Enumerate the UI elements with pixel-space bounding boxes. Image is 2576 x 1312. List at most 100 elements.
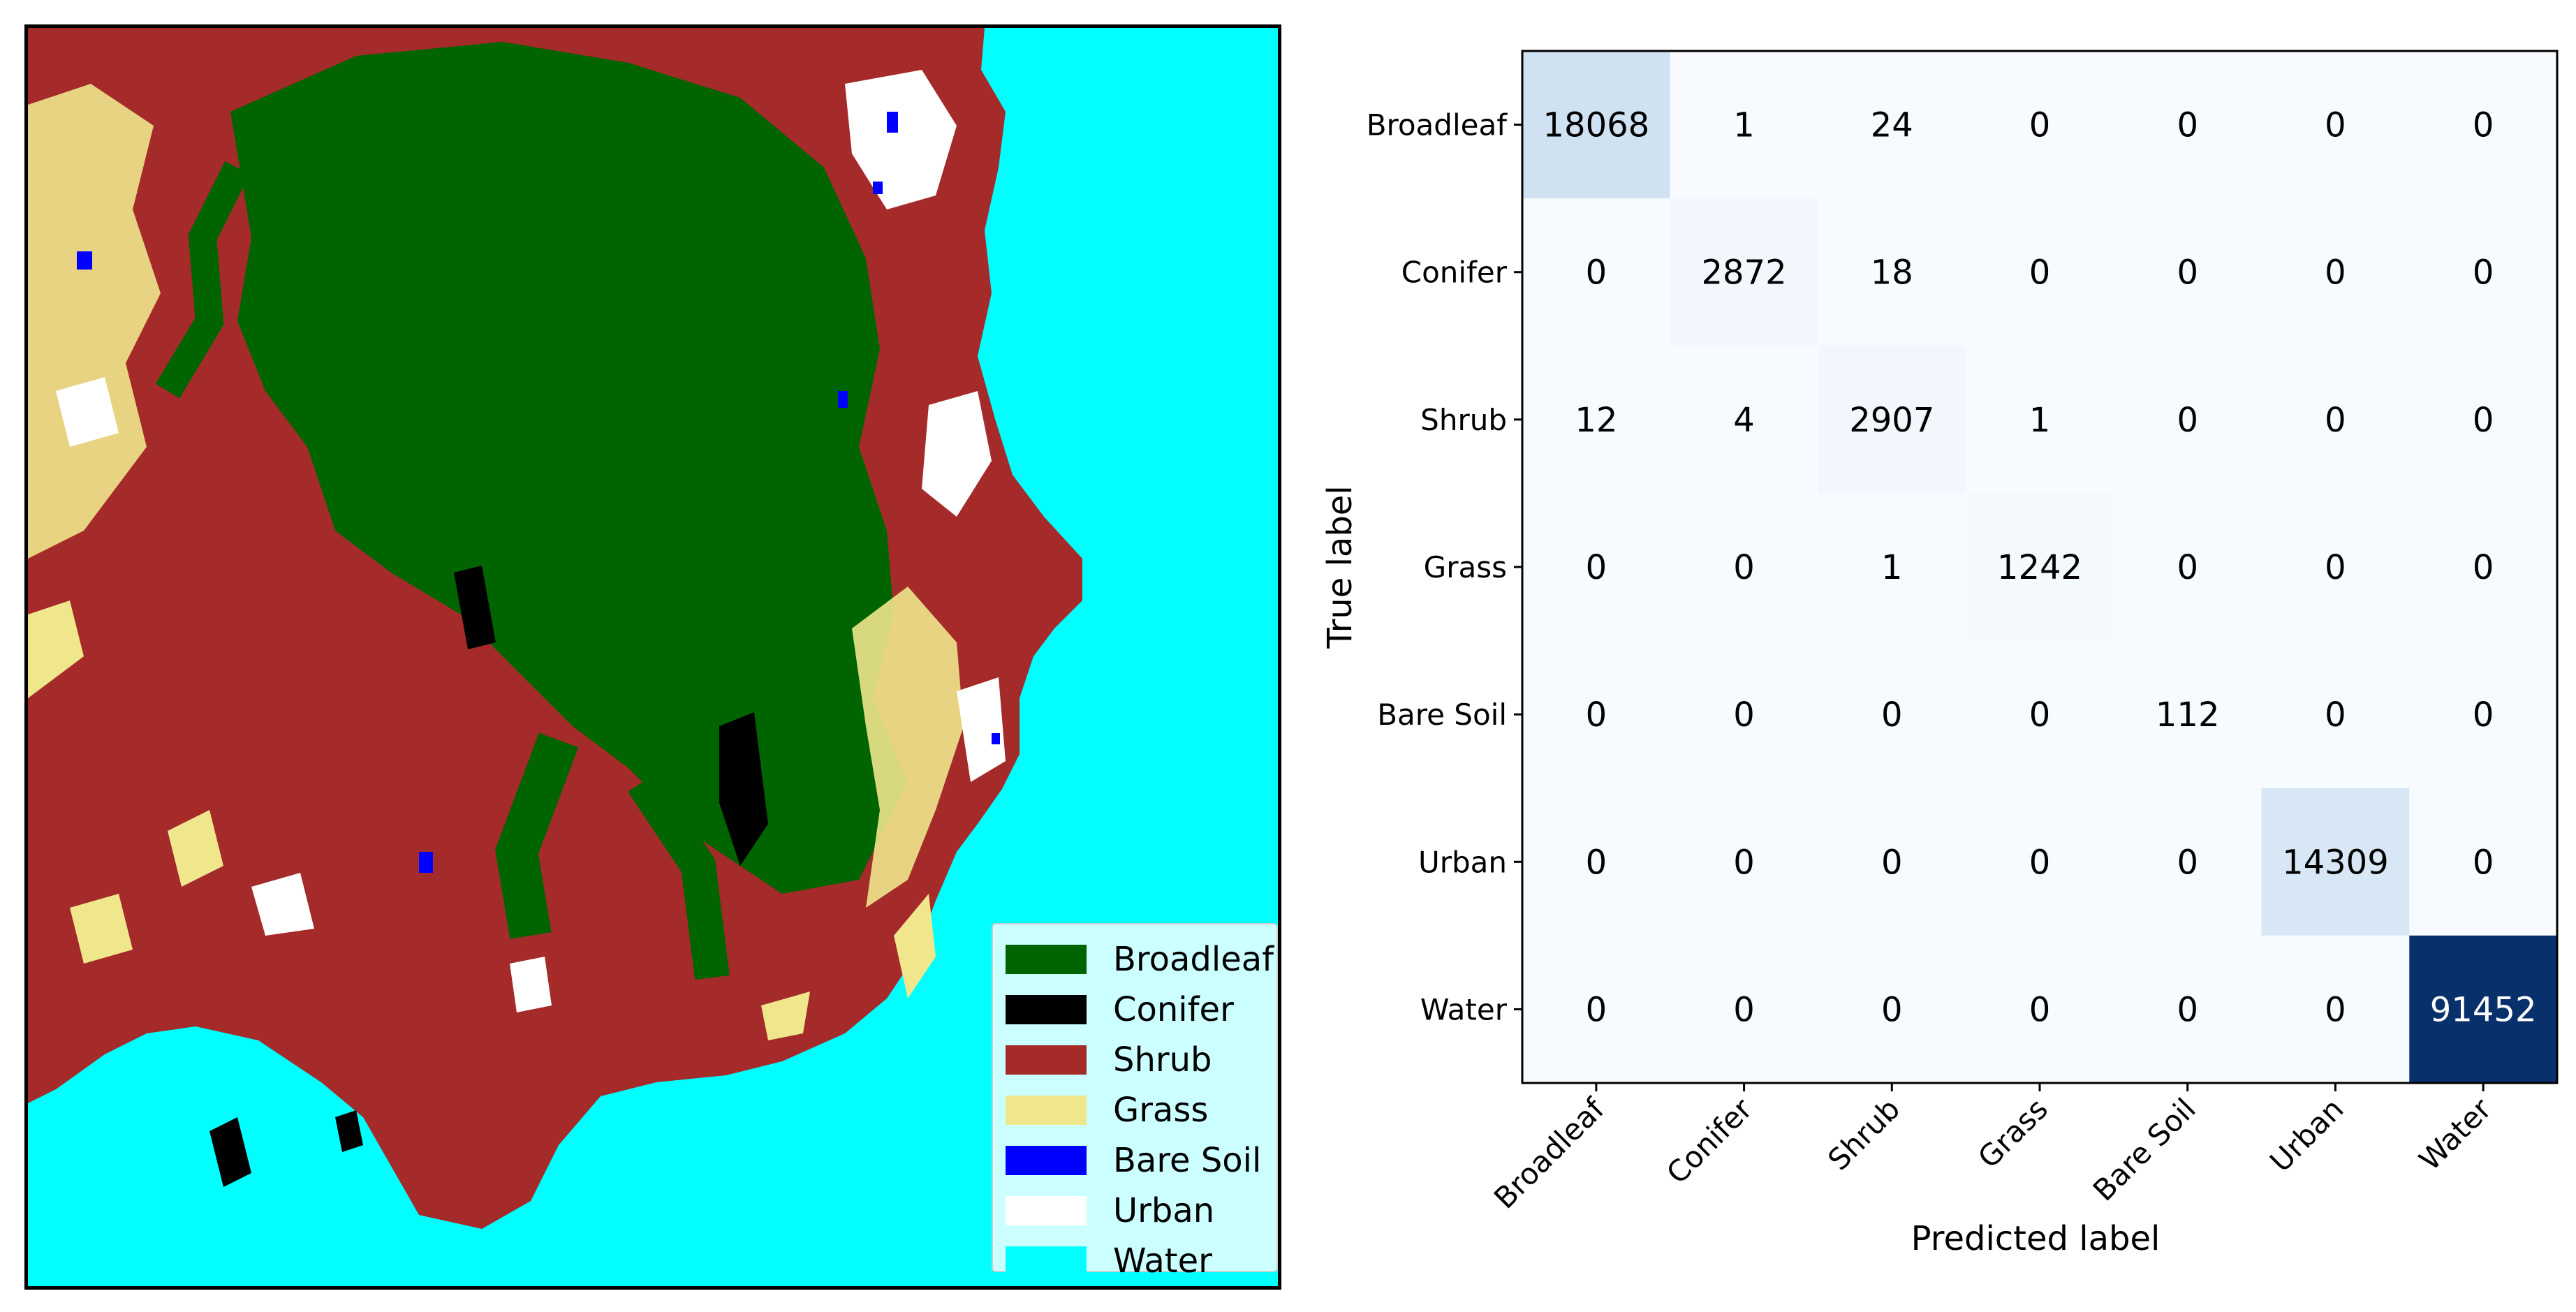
y-tick-label: Grass: [1424, 550, 1507, 584]
matrix-cell: [1522, 788, 1671, 936]
matrix-cell-value: 18068: [1543, 106, 1650, 145]
matrix-cell-value: 12: [1575, 401, 1617, 440]
x-tick-label: Bare Soil: [2086, 1091, 2202, 1207]
legend-label: Bare Soil: [1113, 1141, 1262, 1180]
matrix-cell-value: 0: [1733, 695, 1755, 735]
legend-item-conifer: Conifer: [1006, 989, 1234, 1031]
matrix-cell: [2409, 935, 2558, 1084]
x-axis-label: Predicted label: [1911, 1219, 2161, 1258]
matrix-cell-value: 0: [2177, 843, 2198, 882]
legend-item-urban: Urban: [1006, 1190, 1214, 1232]
matrix-cell: [1670, 198, 1818, 346]
matrix-cell-value: 4: [1733, 401, 1755, 440]
matrix-cell: [2261, 346, 2410, 494]
matrix-cell-value: 0: [2177, 990, 2198, 1029]
matrix-cell-value: 0: [2177, 106, 2198, 145]
matrix-cell-value: 0: [2473, 106, 2494, 145]
matrix-cell: [1818, 51, 1966, 199]
legend-swatch: [1006, 1246, 1087, 1276]
matrix-cell: [2113, 640, 2262, 789]
matrix-cell: [2113, 198, 2262, 346]
matrix-cell-value: 0: [2325, 990, 2346, 1029]
matrix-cell-value: 18: [1871, 253, 1913, 293]
matrix-cell-value: 0: [2325, 401, 2346, 440]
matrix-cell: [1522, 346, 1671, 494]
legend-swatch: [1006, 1146, 1087, 1175]
x-tick-label: Urban: [2263, 1091, 2350, 1178]
matrix-cell-value: 1: [1733, 106, 1755, 145]
matrix-cell-value: 0: [2473, 253, 2494, 293]
legend-item-broadleaf: Broadleaf: [1006, 938, 1274, 980]
matrix-cell-value: 2907: [1849, 401, 1934, 440]
matrix-cell: [2261, 51, 2410, 199]
matrix-cell-value: 24: [1871, 106, 1913, 145]
x-tick-labels: Broadleaf Conifer Shrub Grass Bare Soil Urban…: [1487, 1083, 2498, 1215]
matrix-cell-value: 0: [2325, 695, 2346, 735]
matrix-cell-value: 0: [2473, 695, 2494, 735]
matrix-cell: [2409, 346, 2558, 494]
legend-label: Grass: [1113, 1091, 1209, 1130]
matrix-cell: [2113, 493, 2262, 642]
matrix-cell-value: 0: [1881, 843, 1903, 882]
matrix-cell-value: 0: [2473, 548, 2494, 587]
matrix-cell: [1522, 493, 1671, 642]
matrix-cell-value: 0: [1733, 843, 1755, 882]
matrix-cell: [1670, 788, 1818, 936]
matrix-cell-value: 0: [2029, 990, 2051, 1029]
legend-swatch: [1006, 1196, 1087, 1225]
matrix-cell-value: 0: [2325, 548, 2346, 587]
matrix-cell: [2113, 788, 2262, 936]
matrix-cell-value: 0: [1881, 695, 1903, 735]
confusion-matrix-cells: 18068 1 24 0 0 0 00 2872 18 0 0 0 012 4 2907 1 0 0 00 0 1 124…: [1522, 51, 2558, 1084]
matrix-cell: [1670, 935, 1818, 1084]
matrix-cell: [2261, 493, 2410, 642]
matrix-cell-value: 0: [2473, 401, 2494, 440]
matrix-cell-value: 0: [2177, 253, 2198, 293]
matrix-cell-value: 14309: [2282, 843, 2389, 882]
legend-label: Urban: [1113, 1191, 1215, 1230]
matrix-cell: [2409, 640, 2558, 789]
matrix-cell: [2409, 788, 2558, 936]
matrix-cell: [1966, 788, 2114, 936]
matrix-cell: [1670, 346, 1818, 494]
matrix-cell: [2409, 51, 2558, 199]
matrix-cell: [1966, 493, 2114, 642]
matrix-cell: [1966, 198, 2114, 346]
matrix-cell: [1670, 51, 1818, 199]
matrix-cell: [1966, 935, 2114, 1084]
matrix-cell-value: 0: [1881, 990, 1903, 1029]
matrix-cell-value: 0: [2325, 253, 2346, 293]
matrix-cell-value: 0: [2029, 695, 2051, 735]
matrix-cell-value: 0: [1586, 695, 1607, 735]
matrix-cell: [1522, 51, 1671, 199]
matrix-cell: [1522, 935, 1671, 1084]
legend-item-water: Water: [1006, 1240, 1212, 1282]
matrix-cell: [2261, 640, 2410, 789]
legend-swatch: [1006, 995, 1087, 1024]
legend-label: Conifer: [1113, 990, 1234, 1029]
matrix-cell-value: 0: [1586, 990, 1607, 1029]
legend-label: Water: [1113, 1241, 1212, 1281]
matrix-cell-value: 0: [1586, 843, 1607, 882]
matrix-cell: [1818, 346, 1966, 494]
land-cover-map-image: [28, 28, 1278, 1286]
matrix-cell: [2261, 935, 2410, 1084]
matrix-cell: [1966, 51, 2114, 199]
matrix-cell: [1522, 640, 1671, 789]
y-tick-label: Shrub: [1420, 403, 1507, 437]
matrix-cell-value: 0: [2177, 548, 2198, 587]
legend-swatch: [1006, 1045, 1087, 1075]
legend-swatch: [1006, 945, 1087, 974]
matrix-cell-value: 0: [2177, 401, 2198, 440]
legend-label: Shrub: [1113, 1040, 1212, 1079]
map-legend: Broadleaf Conifer Shrub Grass Bare Soil Urban…: [992, 923, 1278, 1281]
y-tick-label: Water: [1420, 992, 1508, 1026]
legend-swatch: [1006, 1096, 1087, 1125]
x-tick-label: Broadleaf: [1487, 1091, 1612, 1216]
y-tick-label: Bare Soil: [1377, 698, 1507, 732]
legend-item-bare-soil: Bare Soil: [1006, 1140, 1261, 1181]
y-axis-label: True label: [1320, 485, 1360, 649]
matrix-cell-value: 0: [2029, 843, 2051, 882]
x-tick-label: Water: [2413, 1091, 2498, 1177]
